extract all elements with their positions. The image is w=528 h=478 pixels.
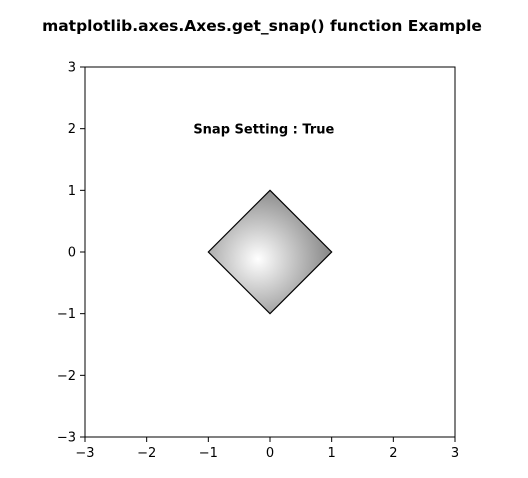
y-tick-label: 1 [68,184,76,199]
x-tick-label: −3 [75,446,94,461]
x-tick-label: 3 [451,446,459,461]
y-tick-label: 3 [68,61,76,76]
axes-frame [84,66,456,438]
x-axis: −3 −2 −1 0 1 2 3 [75,437,459,461]
y-tick-label: 2 [68,122,76,137]
y-tick-label: −3 [57,431,76,446]
chart-title: matplotlib.axes.Axes.get_snap() function… [42,17,482,35]
x-tick-label: −1 [199,446,218,461]
y-tick-label: −2 [57,369,76,384]
x-tick-label: −2 [137,446,156,461]
x-tick-label: 0 [266,446,274,461]
y-tick-label: 0 [68,246,76,261]
plot-area [207,189,333,315]
snap-annotation: Snap Setting : True [193,123,334,138]
diamond-shape [207,189,333,315]
y-tick-label: −1 [57,307,76,322]
x-tick-label: 2 [389,446,397,461]
x-tick-label: 1 [328,446,336,461]
y-axis: −3 −2 −1 0 1 2 3 [57,61,85,446]
